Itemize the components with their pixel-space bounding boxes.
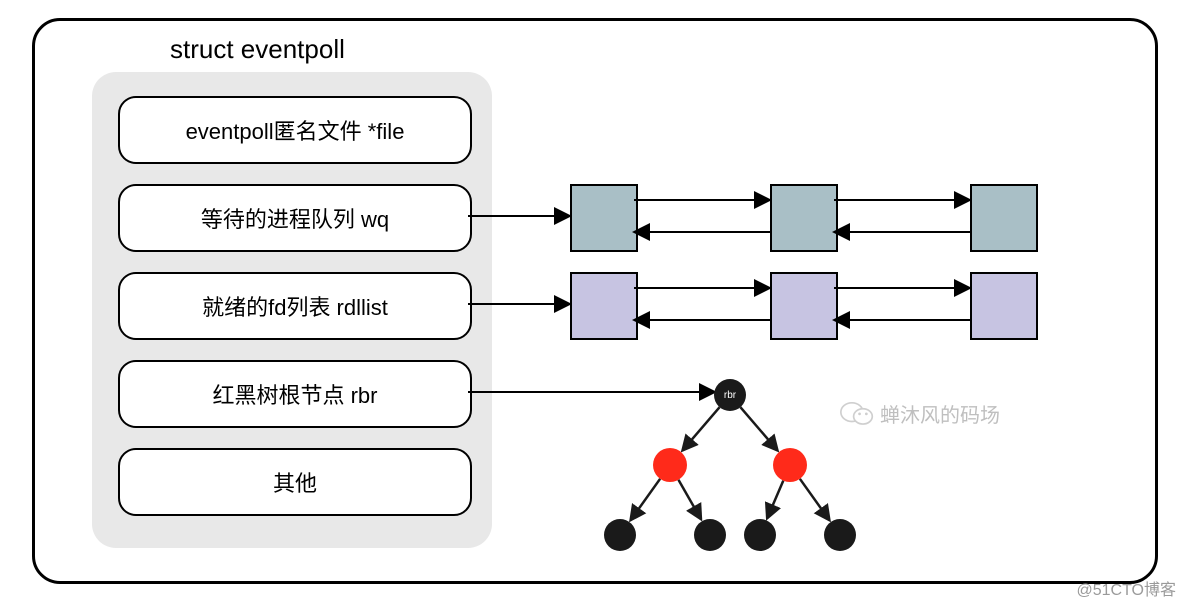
watermark-text: 蝉沐风的码场 [880, 399, 1000, 428]
wechat-icon [840, 398, 874, 428]
svg-text:rbr: rbr [724, 390, 737, 401]
arrows-and-tree: rbr [0, 0, 1182, 604]
watermark: 蝉沐风的码场 [840, 398, 1000, 428]
source-credit: @51CTO博客 [1076, 576, 1176, 600]
diagram-canvas: struct eventpoll eventpoll匿名文件 *file等待的进… [0, 0, 1182, 604]
